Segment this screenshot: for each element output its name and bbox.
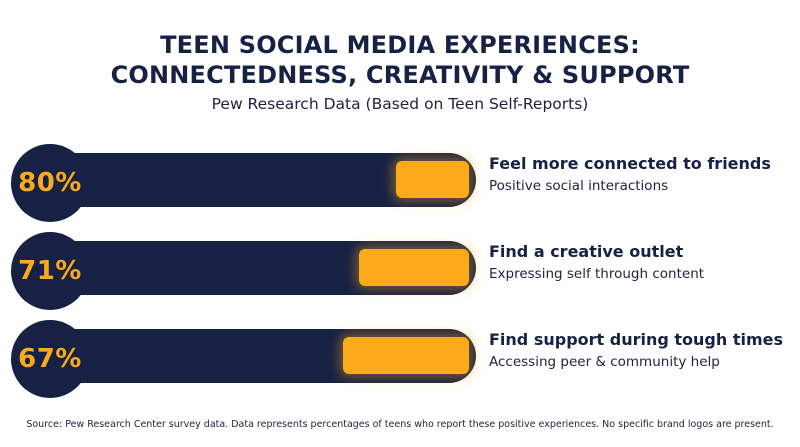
value-circle [11,232,89,310]
bar-track [44,241,476,295]
chart-subtitle: Pew Research Data (Based on Teen Self-Re… [211,95,589,113]
chart-title-line-1: TEEN SOCIAL MEDIA EXPERIENCES: [160,31,640,59]
category-description: Expressing self through content [489,266,705,282]
chart-title-line-2: CONNECTEDNESS, CREATIVITY & SUPPORT [110,61,690,89]
bar-fill [396,161,469,198]
category-label: Feel more connected to friends [489,154,771,173]
value-circle [11,144,89,222]
bar-row: 71% Find a creative outlet Expressing se… [0,232,800,310]
category-description: Positive social interactions [489,178,669,194]
bar-fill [343,337,469,374]
category-label: Find support during tough times [489,330,784,349]
value-label: 67% [18,344,82,374]
value-circle [11,320,89,398]
value-label: 71% [18,256,82,286]
bar-row: 67% Find support during tough times Acce… [0,320,800,398]
value-label: 80% [18,168,82,198]
bar-track [44,153,476,207]
category-description: Accessing peer & community help [489,354,720,370]
chart-title: TEEN SOCIAL MEDIA EXPERIENCES: CONNECTED… [0,30,800,90]
bar-row: 80% Feel more connected to friends Posit… [0,144,800,222]
category-label: Find a creative outlet [489,242,684,261]
bar-fill [359,249,469,286]
source-note: Source: Pew Research Center survey data.… [26,419,774,430]
bar-track [44,329,476,383]
